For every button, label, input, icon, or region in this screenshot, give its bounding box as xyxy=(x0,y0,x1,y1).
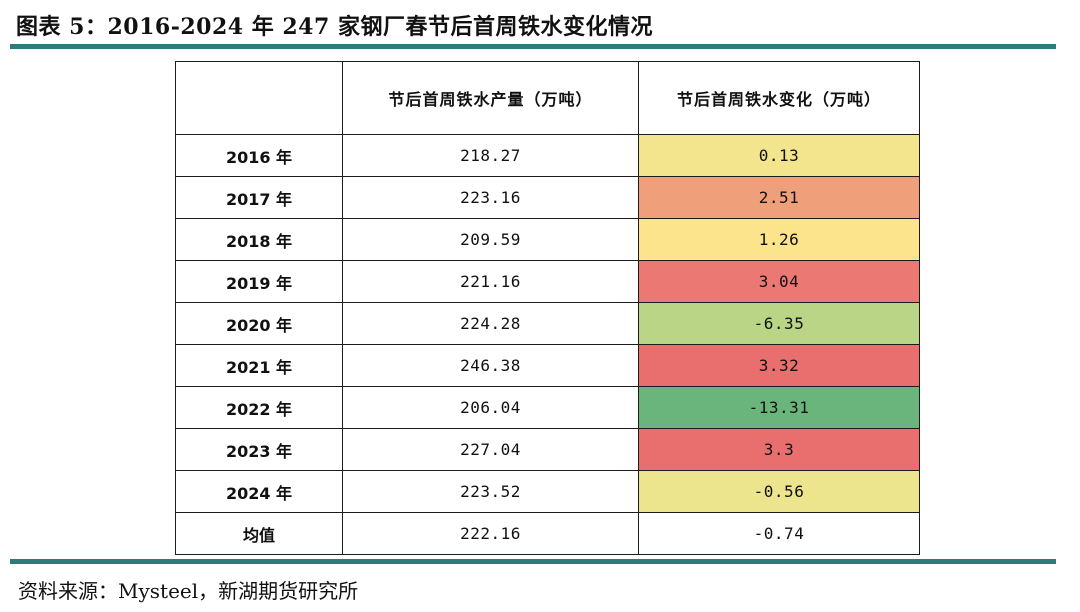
output-cell: 223.52 xyxy=(342,470,639,513)
average-row: 均值 222.16 -0.74 xyxy=(175,512,920,555)
change-cell: 3.32 xyxy=(638,344,920,387)
table-row: 2021 年 246.38 3.32 xyxy=(175,344,920,387)
header-empty-cell xyxy=(175,61,343,135)
change-cell: 2.51 xyxy=(638,176,920,219)
change-cell: 0.13 xyxy=(638,134,920,177)
output-cell: 246.38 xyxy=(342,344,639,387)
year-cell: 2021 年 xyxy=(175,344,343,387)
output-cell: 209.59 xyxy=(342,218,639,261)
table-row: 2020 年 224.28 -6.35 xyxy=(175,302,920,345)
change-cell: -6.35 xyxy=(638,302,920,345)
source-note: 资料来源：Mysteel，新湖期货研究所 xyxy=(18,579,359,603)
year-cell: 2019 年 xyxy=(175,260,343,303)
year-cell: 2020 年 xyxy=(175,302,343,345)
iron-output-table: 节后首周铁水产量（万吨） 节后首周铁水变化（万吨） 2016 年 218.27 … xyxy=(175,61,920,555)
year-cell: 2022 年 xyxy=(175,386,343,429)
output-cell: 223.16 xyxy=(342,176,639,219)
change-cell: -13.31 xyxy=(638,386,920,429)
change-cell: 3.04 xyxy=(638,260,920,303)
average-label-cell: 均值 xyxy=(175,512,343,555)
table-row: 2022 年 206.04 -13.31 xyxy=(175,386,920,429)
output-cell: 221.16 xyxy=(342,260,639,303)
year-cell: 2023 年 xyxy=(175,428,343,471)
figure-title: 图表 5：2016-2024 年 247 家钢厂春节后首周铁水变化情况 xyxy=(16,14,653,40)
year-cell: 2017 年 xyxy=(175,176,343,219)
bottom-divider xyxy=(10,559,1056,564)
output-cell: 224.28 xyxy=(342,302,639,345)
table-row: 2023 年 227.04 3.3 xyxy=(175,428,920,471)
output-cell: 227.04 xyxy=(342,428,639,471)
table-row: 2018 年 209.59 1.26 xyxy=(175,218,920,261)
year-cell: 2016 年 xyxy=(175,134,343,177)
change-cell: 1.26 xyxy=(638,218,920,261)
average-output-cell: 222.16 xyxy=(342,512,639,555)
change-cell: -0.56 xyxy=(638,470,920,513)
header-output: 节后首周铁水产量（万吨） xyxy=(342,61,639,135)
year-cell: 2024 年 xyxy=(175,470,343,513)
header-change: 节后首周铁水变化（万吨） xyxy=(638,61,920,135)
average-change-cell: -0.74 xyxy=(638,512,920,555)
table-row: 2019 年 221.16 3.04 xyxy=(175,260,920,303)
table-row: 2024 年 223.52 -0.56 xyxy=(175,470,920,513)
year-cell: 2018 年 xyxy=(175,218,343,261)
table-row: 2017 年 223.16 2.51 xyxy=(175,176,920,219)
change-cell: 3.3 xyxy=(638,428,920,471)
table-row: 2016 年 218.27 0.13 xyxy=(175,134,920,177)
table-header-row: 节后首周铁水产量（万吨） 节后首周铁水变化（万吨） xyxy=(175,61,920,135)
top-divider xyxy=(10,44,1056,49)
output-cell: 206.04 xyxy=(342,386,639,429)
output-cell: 218.27 xyxy=(342,134,639,177)
